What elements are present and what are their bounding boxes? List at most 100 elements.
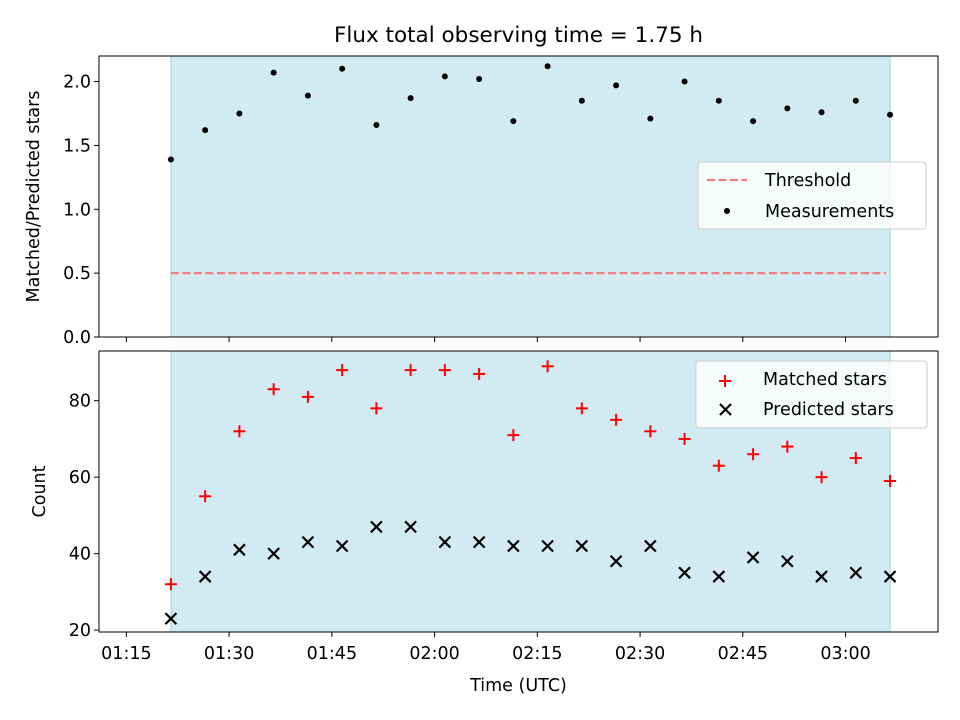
top-y-axis-label: Matched/Predicted stars: [24, 91, 44, 303]
matched-star-point: [404, 364, 417, 377]
matched-star-point: [267, 383, 280, 396]
x-tick-label: 01:15: [101, 644, 151, 664]
predicted-star-point: [198, 570, 212, 583]
measurement-point: [887, 111, 894, 118]
measurement-point: [750, 118, 757, 125]
legend-matched-swatch: [719, 375, 731, 387]
x-tick-label: 02:15: [512, 644, 562, 664]
matched-star-point: [507, 429, 520, 442]
predicted-star-point: [746, 551, 760, 564]
chart-title: Flux total observing time = 1.75 h: [334, 23, 703, 48]
predicted-star-point: [438, 535, 452, 549]
predicted-star-point: [644, 539, 657, 553]
matched-star-point: [781, 440, 794, 453]
measurement-point: [339, 65, 346, 72]
predicted-star-point: [404, 520, 417, 534]
top-legend: Threshold Measurements: [697, 161, 927, 230]
predicted-star-point: [370, 520, 383, 534]
measurement-point: [167, 156, 174, 163]
predicted-star-point: [678, 566, 691, 580]
measurement-points: [167, 63, 894, 163]
predicted-star-point: [233, 543, 246, 557]
predicted-star-point: [609, 554, 623, 568]
matched-star-point: [438, 364, 451, 377]
predicted-star-point: [267, 547, 280, 560]
measurement-point: [476, 75, 483, 82]
matched-stars-points: [164, 360, 897, 591]
predicted-star-point: [541, 539, 554, 553]
predicted-star-point: [849, 566, 863, 580]
legend-measurement-swatch: [724, 208, 730, 214]
measurement-point: [373, 121, 380, 128]
y-tick-label: 0.0: [63, 328, 91, 348]
y-tick-label: 20: [69, 621, 91, 641]
matched-star-point: [747, 448, 760, 461]
x-tick-label: 02:45: [718, 644, 768, 664]
matched-star-point: [712, 459, 725, 472]
measurement-point: [304, 92, 311, 99]
predicted-star-point: [712, 570, 726, 583]
measurement-point: [818, 109, 825, 116]
top-axes-frame: [98, 55, 939, 338]
x-tick-label: 01:30: [204, 644, 254, 664]
measurement-point: [613, 82, 620, 89]
x-tick-label: 01:45: [307, 644, 357, 664]
bottom-y-axis-label: Count: [30, 465, 50, 517]
matched-star-point: [164, 578, 177, 591]
predicted-star-point: [883, 570, 897, 583]
x-tick-label: 02:00: [409, 644, 459, 664]
measurement-point: [270, 69, 277, 76]
measurement-point: [681, 78, 688, 85]
measurement-point: [441, 73, 448, 80]
measurement-point: [407, 95, 414, 102]
matched-star-point: [541, 360, 554, 373]
ratio-panel: 0.00.51.01.52.0 Matched/Predicted stars …: [24, 55, 939, 348]
matched-star-point: [610, 413, 623, 426]
measurement-point: [852, 97, 859, 104]
matched-star-point: [199, 490, 212, 503]
measurement-point: [544, 63, 551, 70]
measurement-point: [784, 105, 791, 112]
top-y-ticks: 0.0 0.5 1.0 1.5 2.0: [63, 73, 99, 348]
measurement-point: [715, 97, 722, 104]
matched-star-point: [370, 402, 383, 415]
matched-star-point: [815, 471, 828, 484]
x-axis-label: Time (UTC): [469, 676, 567, 696]
bottom-axes-frame: [98, 350, 939, 633]
bottom-legend: Matched stars Predicted stars: [695, 360, 928, 429]
predicted-star-point: [575, 539, 589, 553]
predicted-star-point: [301, 535, 315, 549]
predicted-star-point: [164, 612, 178, 625]
measurement-point: [236, 110, 243, 117]
y-tick-label: 1.0: [63, 200, 91, 220]
predicted-star-point: [472, 535, 486, 549]
predicted-stars-points: [164, 520, 897, 625]
measurement-point: [647, 115, 654, 122]
legend-threshold-label: Threshold: [764, 171, 851, 191]
legend-predicted-label: Predicted stars: [763, 400, 894, 420]
count-panel: 20 40 60 80 01:15 01:30 01:45 02:00 02:15 02:30 0…: [30, 350, 939, 696]
y-tick-label: 0.5: [63, 264, 91, 284]
matched-star-point: [849, 452, 862, 465]
matched-star-point: [678, 432, 691, 445]
x-tick-label: 02:30: [615, 644, 665, 664]
y-tick-label: 80: [69, 392, 91, 412]
matched-star-point: [884, 474, 897, 487]
matched-star-point: [336, 364, 349, 377]
matched-star-point: [575, 402, 588, 415]
matched-star-point: [301, 390, 314, 403]
y-tick-label: 1.5: [63, 136, 91, 156]
bottom-y-ticks: 20 40 60 80: [69, 392, 99, 641]
matched-star-point: [644, 425, 657, 438]
legend-measurement-label: Measurements: [765, 202, 894, 222]
legend-matched-label: Matched stars: [763, 370, 887, 390]
y-tick-label: 60: [69, 468, 91, 488]
y-tick-label: 2.0: [63, 73, 91, 93]
predicted-star-point: [781, 554, 794, 568]
matched-star-point: [473, 367, 486, 380]
predicted-star-point: [815, 570, 828, 583]
y-tick-label: 40: [69, 545, 91, 565]
measurement-point: [202, 127, 209, 134]
predicted-star-point: [335, 539, 349, 553]
